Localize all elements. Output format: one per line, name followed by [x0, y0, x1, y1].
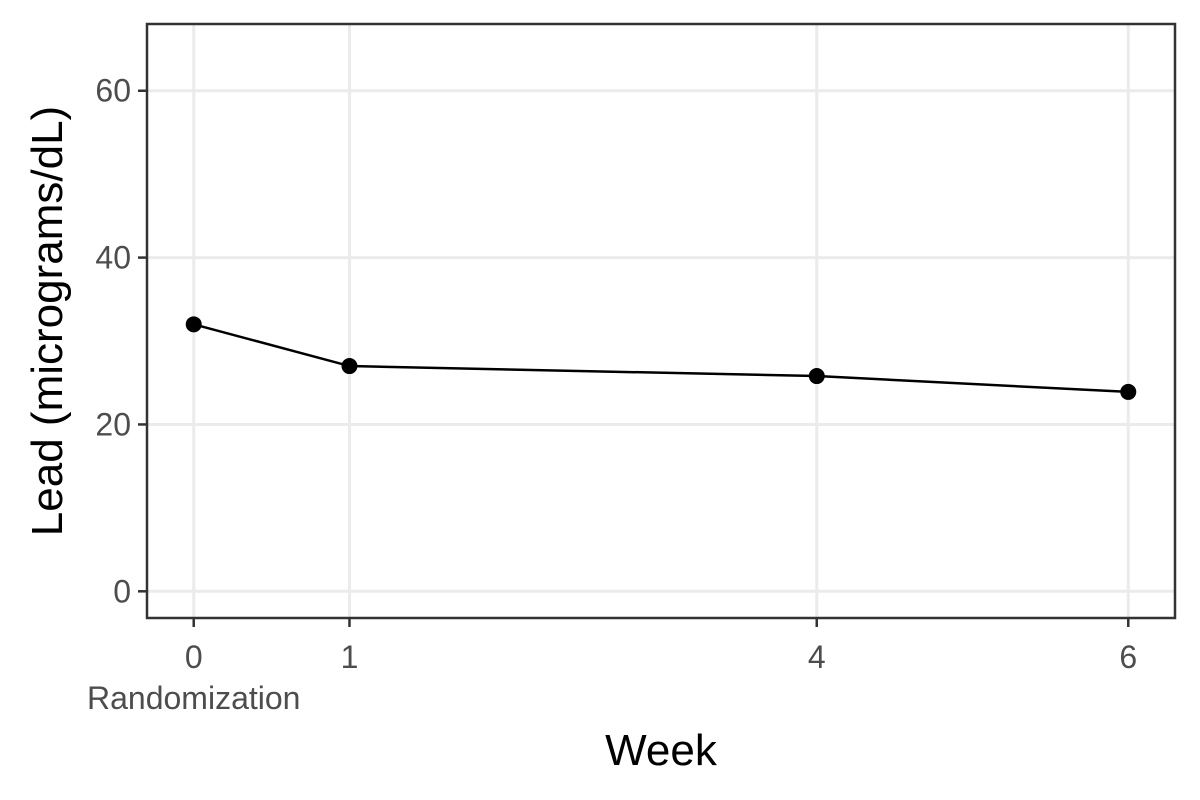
- series-line: [193, 323, 1129, 394]
- x-tick-label: 6: [1119, 639, 1137, 675]
- grid-layer: [147, 24, 1175, 618]
- y-tick-label: 0: [113, 573, 131, 609]
- data-point: [185, 316, 202, 333]
- x-tick-label: 0: [185, 639, 203, 675]
- x-tick-sublabel: Randomization: [87, 680, 300, 716]
- y-tick-label: 60: [95, 73, 131, 109]
- plot-panel: [147, 24, 1175, 618]
- panel-border: [145, 22, 1177, 620]
- data-point: [341, 358, 358, 375]
- y-tick-label: 20: [95, 406, 131, 442]
- x-tick-label: 4: [808, 639, 826, 675]
- axis-layer: 0 20 40 60 0 Randomization 1 4 6: [87, 73, 1137, 716]
- series-layer: [185, 316, 1137, 400]
- y-tick-label: 40: [95, 240, 131, 276]
- x-tick-label: 1: [341, 639, 359, 675]
- x-axis-title: Week: [605, 726, 718, 775]
- data-point: [808, 368, 825, 385]
- y-axis-title: Lead (micrograms/dL): [23, 106, 72, 536]
- data-point: [1120, 383, 1137, 400]
